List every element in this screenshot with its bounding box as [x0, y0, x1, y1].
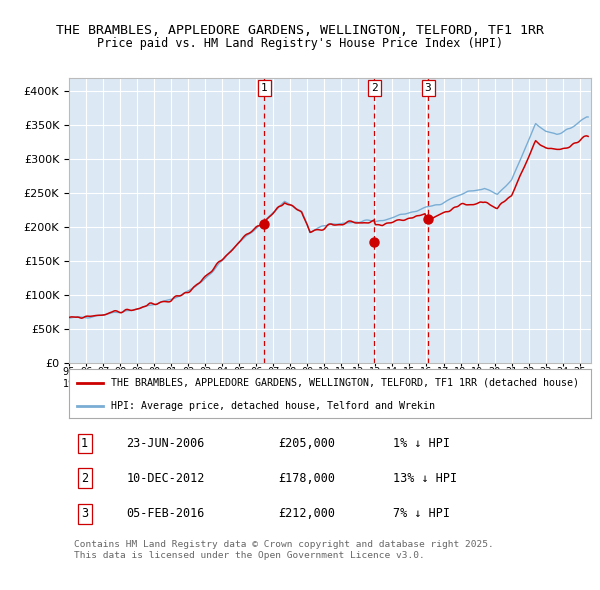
Text: £205,000: £205,000 — [278, 437, 335, 450]
Text: £178,000: £178,000 — [278, 472, 335, 485]
Text: HPI: Average price, detached house, Telford and Wrekin: HPI: Average price, detached house, Telf… — [111, 401, 435, 411]
Text: 1: 1 — [261, 83, 268, 93]
Text: 1: 1 — [81, 437, 88, 450]
Text: £212,000: £212,000 — [278, 507, 335, 520]
Text: 13% ↓ HPI: 13% ↓ HPI — [392, 472, 457, 485]
Text: 10-DEC-2012: 10-DEC-2012 — [127, 472, 205, 485]
Text: 05-FEB-2016: 05-FEB-2016 — [127, 507, 205, 520]
Text: 23-JUN-2006: 23-JUN-2006 — [127, 437, 205, 450]
Text: 2: 2 — [371, 83, 378, 93]
Text: THE BRAMBLES, APPLEDORE GARDENS, WELLINGTON, TELFORD, TF1 1RR: THE BRAMBLES, APPLEDORE GARDENS, WELLING… — [56, 24, 544, 37]
Text: 3: 3 — [81, 507, 88, 520]
Text: Price paid vs. HM Land Registry's House Price Index (HPI): Price paid vs. HM Land Registry's House … — [97, 37, 503, 50]
Text: Contains HM Land Registry data © Crown copyright and database right 2025.
This d: Contains HM Land Registry data © Crown c… — [74, 540, 494, 560]
Text: 7% ↓ HPI: 7% ↓ HPI — [392, 507, 449, 520]
Text: THE BRAMBLES, APPLEDORE GARDENS, WELLINGTON, TELFORD, TF1 1RR (detached house): THE BRAMBLES, APPLEDORE GARDENS, WELLING… — [111, 378, 579, 388]
Text: 3: 3 — [425, 83, 431, 93]
Text: 2: 2 — [81, 472, 88, 485]
Text: 1% ↓ HPI: 1% ↓ HPI — [392, 437, 449, 450]
